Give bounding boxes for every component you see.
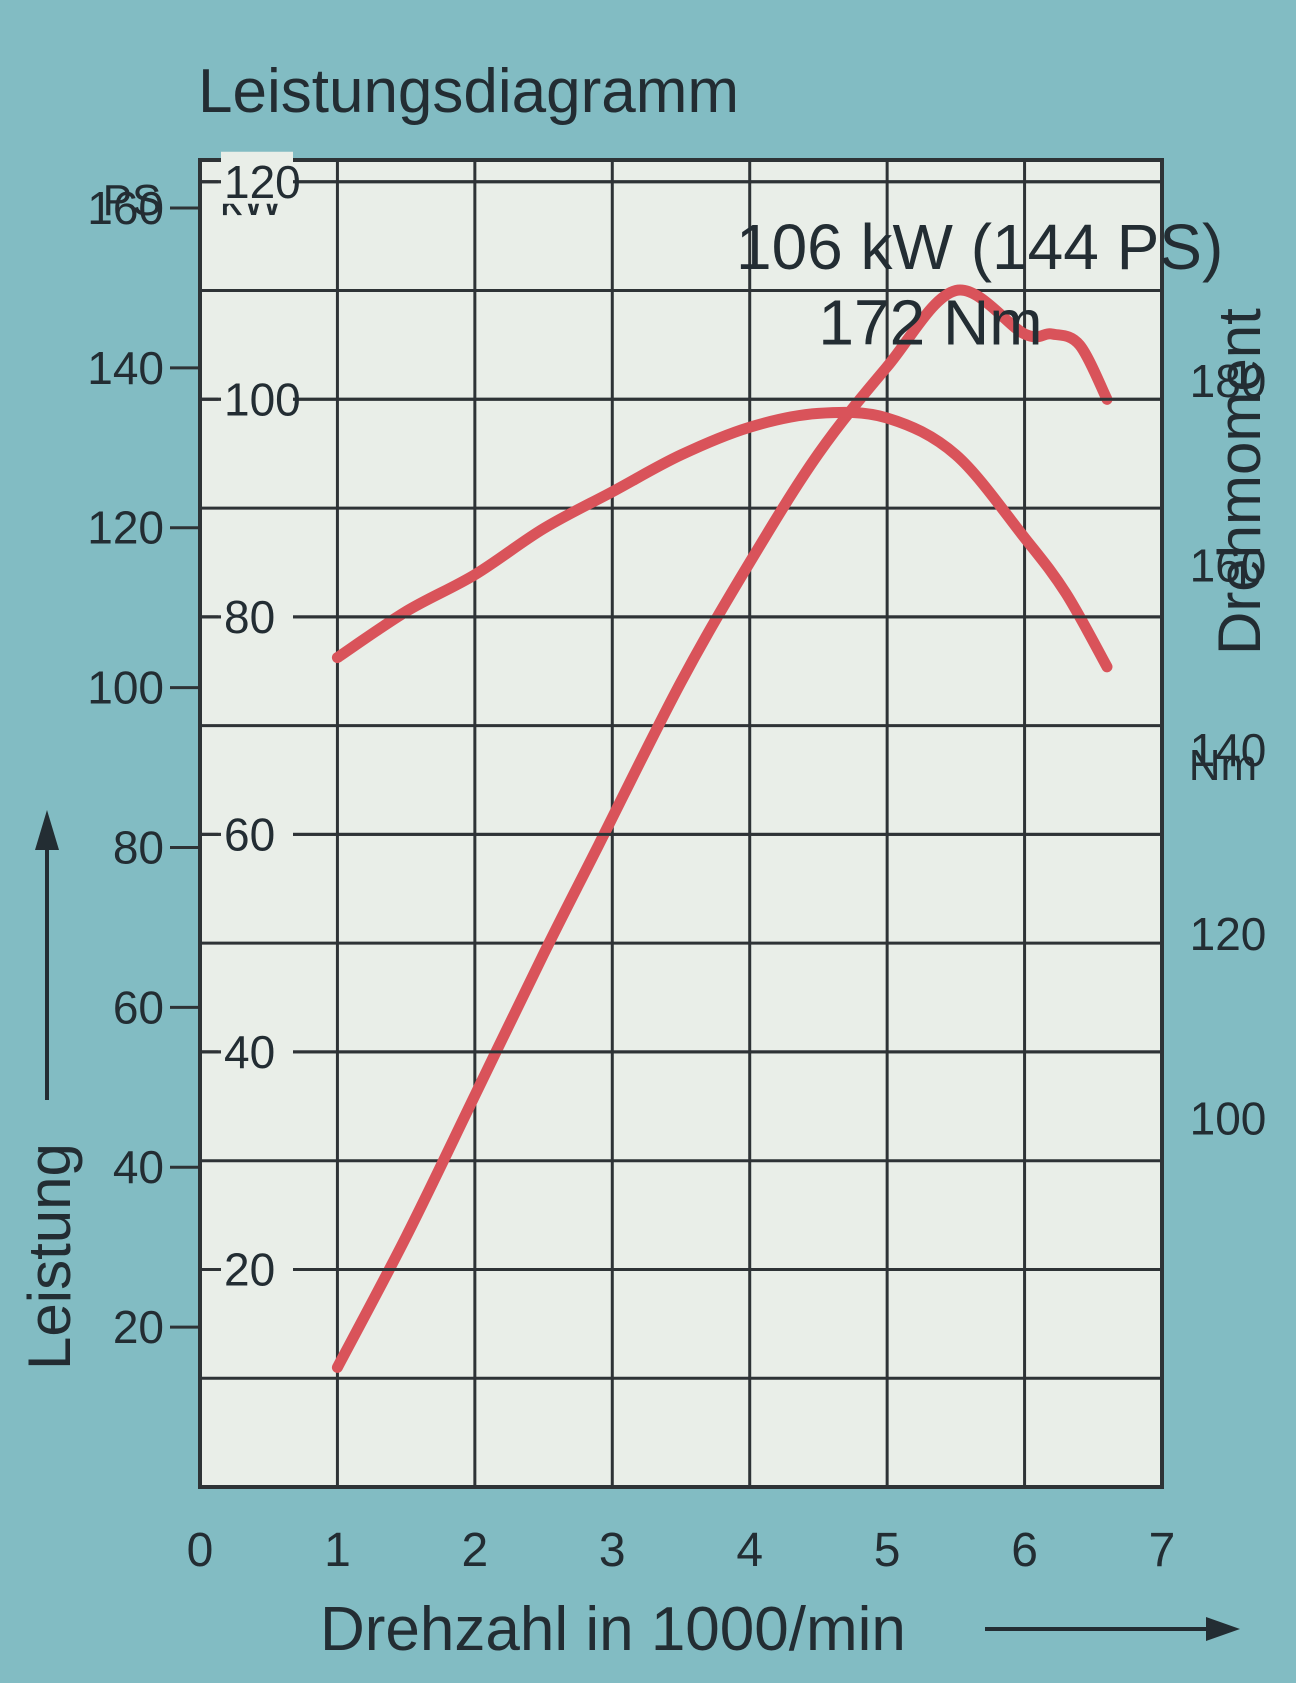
left-axis-arrow-head	[35, 810, 59, 850]
x-tick-label: 6	[1011, 1524, 1038, 1577]
kw-tick-label: 120	[224, 156, 301, 208]
series-layer	[331, 284, 1113, 1373]
x-tick-label: 3	[599, 1524, 626, 1577]
annotation-1: 106 kW (144 PS)	[736, 211, 1223, 283]
kw-tick-label: 60	[224, 808, 275, 860]
ps-unit-label: PS	[103, 176, 162, 225]
axis-labels: PS20406080100120140160kW20406080100120Nm…	[16, 151, 1273, 1664]
annotation-2: 172 Nm	[818, 286, 1042, 358]
x-tick-label: 5	[874, 1524, 901, 1577]
x-tick-label: 7	[1149, 1524, 1176, 1577]
nm-unit-label: Nm	[1189, 741, 1257, 790]
kw-tick-label: 20	[224, 1243, 275, 1295]
ps-tick-label: 140	[87, 342, 164, 394]
nm-tick-label: 120	[1190, 908, 1267, 960]
x-tick-label: 2	[462, 1524, 489, 1577]
series-line-drehmoment	[331, 406, 1113, 673]
kw-tick-label: 40	[224, 1026, 275, 1078]
ps-tick-label: 120	[87, 502, 164, 554]
x-tick-label: 1	[324, 1524, 351, 1577]
chart-title: Leistungsdiagramm	[198, 57, 739, 126]
x-tick-label: 0	[187, 1524, 214, 1577]
ps-tick-label: 60	[113, 981, 164, 1033]
plot-area	[200, 160, 1162, 1487]
series-line-leistung	[331, 284, 1113, 1373]
x-tick-label: 4	[736, 1524, 763, 1577]
kw-tick-label: 80	[224, 591, 275, 643]
nm-tick-label: 140	[1190, 724, 1267, 776]
kw-tick-label-background	[221, 586, 293, 639]
axes	[35, 180, 1240, 1641]
kw-tick-label-background	[221, 151, 293, 204]
nm-tick-label: 160	[1190, 539, 1267, 591]
ps-tick-label: 100	[87, 662, 164, 714]
nm-tick-label: 180	[1190, 355, 1267, 407]
x-axis-label: Drehzahl in 1000/min	[320, 1595, 906, 1664]
nm-tick-label: 100	[1190, 1092, 1267, 1144]
kw-tick-label-background	[221, 1239, 293, 1292]
kw-tick-label-background	[221, 369, 293, 422]
annotations: 106 kW (144 PS)172 Nm	[736, 211, 1223, 359]
kw-tick-label-background	[221, 1021, 293, 1074]
ps-tick-label: 80	[113, 821, 164, 873]
ps-tick-label: 40	[113, 1141, 164, 1193]
x-axis-arrow-head	[1206, 1617, 1240, 1641]
ps-tick-label: 20	[113, 1301, 164, 1353]
plot-frame	[198, 158, 1164, 1489]
right-axis-label: Drehmoment	[1206, 308, 1273, 655]
kw-tick-label: 100	[224, 373, 301, 425]
plot-background	[200, 160, 1162, 1487]
ps-tick-label: 160	[87, 182, 164, 234]
left-axis-label: Leistung	[16, 1143, 83, 1370]
kw-tick-label-background	[221, 804, 293, 857]
